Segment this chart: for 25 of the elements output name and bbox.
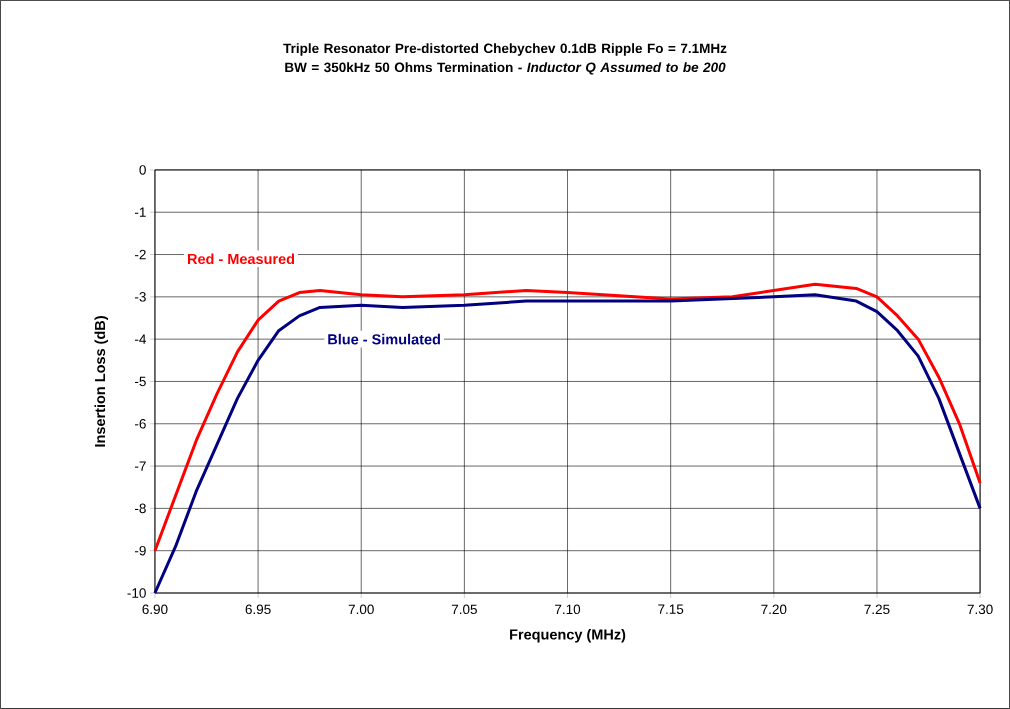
x-tick-label: 7.20 [761, 604, 787, 615]
y-tick-label: -10 [127, 588, 146, 598]
x-tick-label: 7.30 [967, 604, 993, 615]
series-label: Blue - Simulated [328, 333, 440, 345]
x-tick-label: 6.95 [245, 604, 271, 615]
y-tick-label: -9 [134, 545, 146, 556]
x-tick-label: 7.25 [864, 604, 890, 615]
x-axis-title: Frequency (MHz) [510, 628, 626, 643]
y-tick-label: 0 [139, 165, 146, 175]
x-tick-label: 7.10 [555, 604, 581, 615]
x-tick-label: 7.05 [451, 604, 477, 615]
y-tick-label: -4 [134, 334, 147, 344]
y-tick-label: -8 [134, 503, 146, 514]
y-tick-label: -7 [134, 461, 146, 471]
x-tick-label: 7.00 [348, 604, 374, 615]
y-axis-title: Insertion Loss (dB) [94, 316, 109, 447]
x-tick-label: 7.15 [658, 604, 684, 614]
x-tick-label: 6.90 [142, 604, 168, 615]
chart-title: Triple Resonator Pre-distorted Chebychev 0.1dB Ripple Fo = 7.1MHz BW = 350kHz 50 Ohms Termination - Inductor Q Assumed to be 200 [283, 43, 727, 75]
series-label: Red - Measured [188, 253, 295, 265]
y-tick-label: -6 [134, 419, 146, 429]
y-tick-label: -2 [134, 249, 146, 260]
y-tick-label: -1 [134, 207, 146, 217]
y-tick-label: -5 [134, 376, 146, 387]
y-tick-label: -3 [134, 292, 146, 302]
